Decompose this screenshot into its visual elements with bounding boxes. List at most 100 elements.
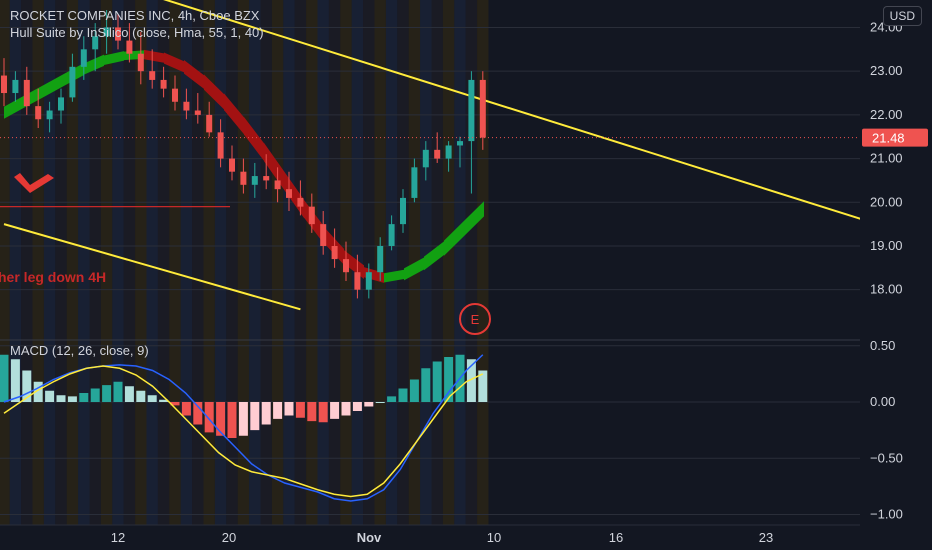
macd-histogram-bar xyxy=(136,390,146,402)
macd-histogram-bar xyxy=(10,359,20,402)
hull-band-segment xyxy=(264,142,284,190)
macd-histogram-bar xyxy=(250,402,260,431)
hull-band-segment xyxy=(444,220,464,256)
leg-down-arrow xyxy=(14,173,54,193)
hull-band-segment xyxy=(84,54,104,75)
candle-body xyxy=(365,272,372,290)
price-tick-label: 19.00 xyxy=(870,238,903,253)
hull-band-segment xyxy=(424,241,444,271)
hull-band-segment xyxy=(384,269,404,283)
macd-histogram-bar xyxy=(318,402,328,423)
session-stripe xyxy=(317,0,329,525)
candle-body xyxy=(434,149,441,159)
candle-body xyxy=(445,145,452,159)
macd-histogram-bar xyxy=(364,402,374,407)
macd-histogram-bar xyxy=(90,388,100,402)
macd-indicator-label[interactable]: MACD (12, 26, close, 9) xyxy=(10,343,149,358)
price-tick-label: 18.00 xyxy=(870,282,903,297)
macd-histogram-bar xyxy=(295,402,305,418)
macd-histogram-bar xyxy=(387,396,397,402)
session-stripe xyxy=(214,0,227,525)
session-stripe xyxy=(465,0,478,525)
candle-body xyxy=(411,167,418,198)
macd-histogram-bar xyxy=(67,396,77,402)
earnings-icon xyxy=(459,303,491,335)
session-stripe xyxy=(260,0,272,525)
session-stripe xyxy=(271,0,284,525)
candle-body xyxy=(46,110,53,120)
session-stripe xyxy=(385,0,398,525)
candle-body xyxy=(172,88,178,102)
macd-histogram-bar xyxy=(159,399,169,402)
candle-body xyxy=(240,171,247,185)
macd-histogram-bar xyxy=(409,379,419,402)
macd-histogram-bar xyxy=(273,402,283,419)
macd-histogram-bar xyxy=(193,402,203,425)
last-price-badge xyxy=(862,128,928,147)
candle-body xyxy=(274,180,281,190)
candle-body xyxy=(35,106,42,120)
candle-body xyxy=(126,40,133,54)
session-stripe xyxy=(66,0,79,525)
candle-body xyxy=(343,259,349,273)
macd-histogram-bar xyxy=(204,402,214,433)
candle-body xyxy=(297,197,304,207)
session-stripe xyxy=(249,0,261,525)
candle-body xyxy=(320,224,327,246)
macd-histogram-bar xyxy=(352,402,362,411)
macd-histogram-bar xyxy=(227,402,237,438)
candle-body xyxy=(251,176,258,185)
macd-histogram-bar xyxy=(466,359,476,402)
macd-histogram-bar xyxy=(113,381,123,402)
hull-band-segment xyxy=(104,51,124,66)
session-stripe xyxy=(100,0,113,525)
hull-band-segment xyxy=(404,257,424,281)
symbol-title: ROCKET COMPANIES INC, 4h, Cboe BZX xyxy=(10,8,260,23)
candle-body xyxy=(468,79,475,142)
trendline-upper-resistance xyxy=(163,0,871,223)
session-stripe xyxy=(55,0,67,525)
candle-body xyxy=(92,36,99,50)
macd-histogram-bar xyxy=(330,402,340,419)
macd-histogram-bar xyxy=(181,402,191,416)
hull-band-segment xyxy=(4,95,24,119)
hull-band-segment xyxy=(164,52,184,73)
time-tick-label: 10 xyxy=(487,530,501,545)
session-stripe xyxy=(226,0,238,525)
session-stripe xyxy=(442,0,455,525)
hull-band-segment xyxy=(184,60,204,89)
session-stripe xyxy=(112,0,124,525)
candle-body xyxy=(137,53,144,72)
session-stripe xyxy=(43,0,56,525)
hull-indicator-label[interactable]: Hull Suite by InSilico (close, Hma, 55, … xyxy=(10,25,264,40)
hull-band-segment xyxy=(224,93,244,135)
session-stripe xyxy=(0,0,10,525)
session-stripe xyxy=(21,0,33,525)
leg-down-label: her leg down 4H xyxy=(0,269,106,285)
candle-body xyxy=(206,114,213,133)
session-stripe xyxy=(32,0,44,525)
macd-histogram-bar xyxy=(56,395,66,402)
candle-body xyxy=(263,176,270,181)
candle-body xyxy=(217,132,224,159)
hull-band-segment xyxy=(464,201,484,237)
candle-body xyxy=(12,79,19,94)
candle-body xyxy=(286,189,292,198)
session-stripe xyxy=(237,0,250,525)
macd-histogram-bar xyxy=(216,402,226,436)
macd-histogram-bar xyxy=(147,395,157,402)
macd-histogram-bar xyxy=(124,386,134,402)
session-stripe xyxy=(283,0,295,525)
macd-histogram-bar xyxy=(444,357,454,402)
macd-histogram-bar xyxy=(0,354,9,402)
currency-button[interactable]: USD xyxy=(882,6,922,26)
price-tick-label: 21.00 xyxy=(870,151,903,166)
macd-histogram-bar xyxy=(33,381,43,402)
session-stripe xyxy=(180,0,193,525)
macd-histogram-bar xyxy=(432,361,442,402)
price-axis-background xyxy=(860,0,932,550)
time-tick-label: Nov xyxy=(357,530,382,545)
macd-histogram-bar xyxy=(478,370,488,402)
session-stripe xyxy=(306,0,318,525)
